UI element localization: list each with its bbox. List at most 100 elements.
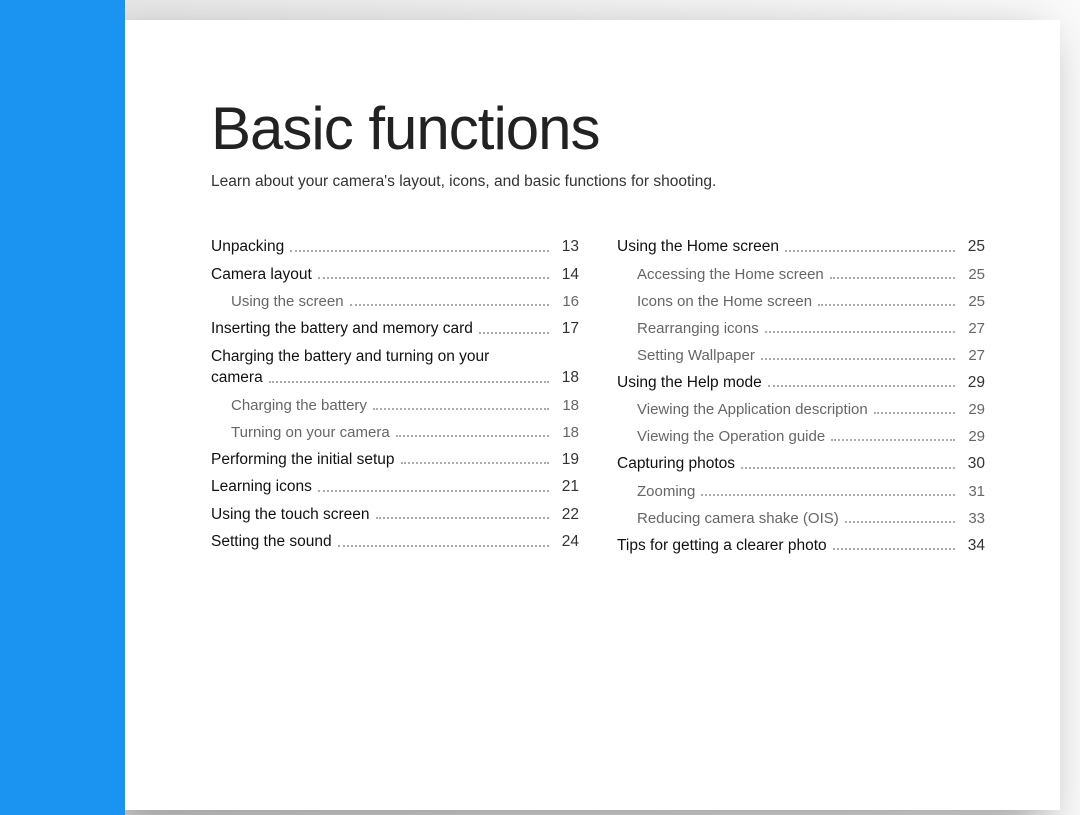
toc-entry[interactable]: Reducing camera shake (OIS) 33 [617, 511, 985, 526]
toc-label: Tips for getting a clearer photo [617, 538, 827, 554]
toc-entry[interactable]: Inserting the battery and memory card 17 [211, 321, 579, 337]
toc-label: Using the Help mode [617, 375, 762, 391]
toc-page-number: 21 [555, 479, 579, 495]
toc-label: Capturing photos [617, 456, 735, 472]
toc-label: Performing the initial setup [211, 452, 395, 468]
toc-entry[interactable]: Turning on your camera 18 [211, 425, 579, 440]
toc-page-number: 27 [961, 321, 985, 336]
toc-page-number: 25 [961, 267, 985, 282]
toc-leader-dots [318, 490, 549, 492]
toc-label: Reducing camera shake (OIS) [637, 511, 839, 526]
toc-label: Inserting the battery and memory card [211, 321, 473, 337]
toc-label: Using the touch screen [211, 507, 370, 523]
toc-leader-dots [765, 331, 955, 333]
toc-leader-dots [818, 304, 955, 306]
toc-leader-dots [741, 467, 955, 469]
toc-entry[interactable]: Viewing the Operation guide 29 [617, 429, 985, 444]
toc-entry[interactable]: Zooming 31 [617, 484, 985, 499]
toc-leader-dots [396, 435, 549, 437]
manual-page: Basic functions Learn about your camera'… [125, 20, 1060, 810]
toc-page-number: 16 [555, 294, 579, 309]
toc-label: camera [211, 370, 263, 386]
toc-page-number: 29 [961, 429, 985, 444]
toc-label: Camera layout [211, 267, 312, 283]
toc-page-number: 33 [961, 511, 985, 526]
toc-leader-dots [830, 277, 955, 279]
toc-columns: Unpacking 13 Camera layout 14 Using the scre… [211, 239, 1010, 565]
toc-entry[interactable]: Performing the initial setup 19 [211, 452, 579, 468]
toc-page-number: 22 [555, 507, 579, 523]
page-title: Basic functions [211, 94, 1010, 163]
toc-leader-dots [373, 408, 549, 410]
toc-leader-dots [833, 548, 955, 550]
toc-label: Viewing the Application description [637, 402, 868, 417]
toc-label: Accessing the Home screen [637, 267, 824, 282]
toc-entry[interactable]: Using the touch screen 22 [211, 507, 579, 523]
toc-page-number: 29 [961, 402, 985, 417]
toc-label: Charging the battery [231, 398, 367, 413]
toc-page-number: 19 [555, 452, 579, 468]
blue-side-panel [0, 0, 125, 815]
toc-entry[interactable]: Viewing the Application description 29 [617, 402, 985, 417]
page-subtitle: Learn about your camera's layout, icons,… [211, 173, 1010, 191]
toc-leader-dots [401, 462, 549, 464]
toc-page-number: 27 [961, 348, 985, 363]
toc-entry[interactable]: Charging the battery 18 [211, 398, 579, 413]
toc-leader-dots [701, 494, 955, 496]
toc-leader-dots [845, 521, 955, 523]
toc-label: Learning icons [211, 479, 312, 495]
toc-entry[interactable]: Using the Home screen 25 [617, 239, 985, 255]
toc-leader-dots [874, 412, 955, 414]
toc-entry[interactable]: Learning icons 21 [211, 479, 579, 495]
toc-leader-dots [350, 304, 549, 306]
toc-leader-dots [831, 439, 955, 441]
toc-page-number: 24 [555, 534, 579, 550]
toc-entry[interactable]: Accessing the Home screen 25 [617, 267, 985, 282]
toc-leader-dots [768, 385, 955, 387]
toc-page-number: 31 [961, 484, 985, 499]
toc-entry[interactable]: Icons on the Home screen 25 [617, 294, 985, 309]
toc-entry[interactable]: Setting Wallpaper 27 [617, 348, 985, 363]
toc-leader-dots [290, 250, 549, 252]
toc-page-number: 17 [555, 321, 579, 337]
toc-entry[interactable]: Rearranging icons 27 [617, 321, 985, 336]
toc-label: Zooming [637, 484, 695, 499]
toc-label: Setting Wallpaper [637, 348, 755, 363]
toc-entry[interactable]: Charging the battery and turning on your… [211, 349, 579, 386]
toc-label: Viewing the Operation guide [637, 429, 825, 444]
toc-entry[interactable]: Using the screen 16 [211, 294, 579, 309]
toc-label: Using the Home screen [617, 239, 779, 255]
toc-page-number: 34 [961, 538, 985, 554]
toc-label: Rearranging icons [637, 321, 759, 336]
toc-entry[interactable]: Tips for getting a clearer photo 34 [617, 538, 985, 554]
toc-leader-dots [269, 381, 549, 383]
toc-label: Unpacking [211, 239, 284, 255]
toc-label: Setting the sound [211, 534, 332, 550]
toc-page-number: 18 [555, 425, 579, 440]
toc-page-number: 29 [961, 375, 985, 391]
toc-label: Icons on the Home screen [637, 294, 812, 309]
toc-page-number: 18 [555, 370, 579, 386]
toc-leader-dots [785, 250, 955, 252]
toc-label: Using the screen [231, 294, 344, 309]
toc-leader-dots [479, 332, 549, 334]
toc-page-number: 13 [555, 239, 579, 255]
toc-label: Turning on your camera [231, 425, 390, 440]
toc-entry[interactable]: Camera layout 14 [211, 267, 579, 283]
toc-leader-dots [338, 545, 549, 547]
toc-page-number: 14 [555, 267, 579, 283]
toc-page-number: 25 [961, 294, 985, 309]
toc-page-number: 18 [555, 398, 579, 413]
toc-page-number: 30 [961, 456, 985, 472]
toc-entry[interactable]: Unpacking 13 [211, 239, 579, 255]
toc-leader-dots [761, 358, 955, 360]
toc-entry[interactable]: Using the Help mode 29 [617, 375, 985, 391]
toc-entry[interactable]: Capturing photos 30 [617, 456, 985, 472]
toc-leader-dots [376, 517, 549, 519]
toc-column-left: Unpacking 13 Camera layout 14 Using the scre… [211, 239, 579, 565]
toc-page-number: 25 [961, 239, 985, 255]
toc-entry[interactable]: Setting the sound 24 [211, 534, 579, 550]
toc-leader-dots [318, 277, 549, 279]
toc-label: Charging the battery and turning on your [211, 349, 521, 365]
toc-column-right: Using the Home screen25Accessing the Hom… [617, 239, 985, 565]
